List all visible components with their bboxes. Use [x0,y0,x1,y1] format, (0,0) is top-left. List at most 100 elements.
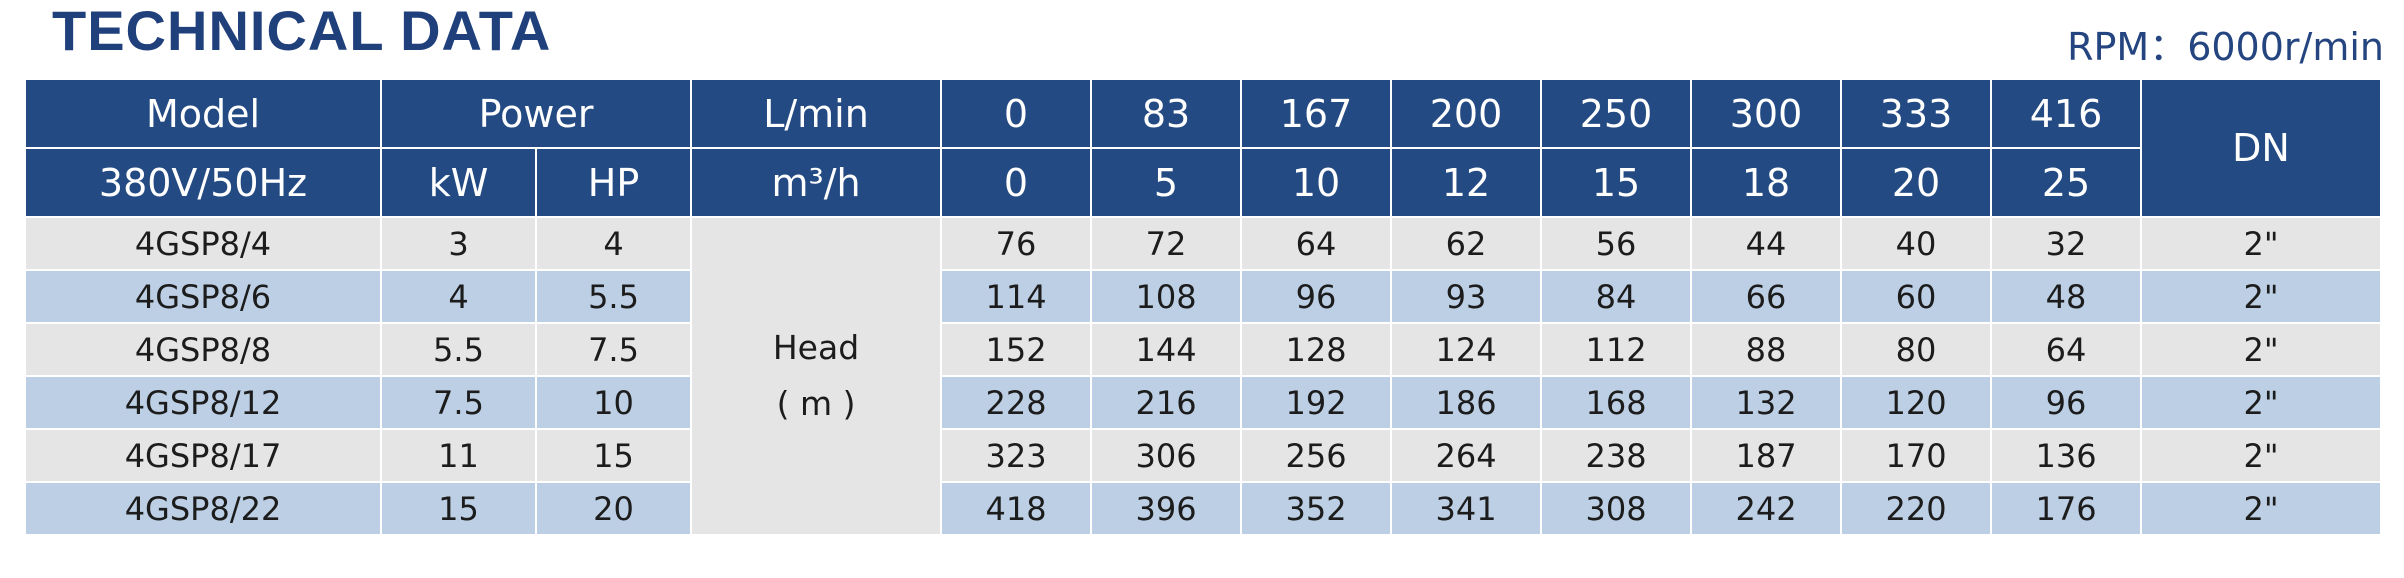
dn-cell: 2" [2140,428,2383,483]
header-flow-m3h: 0 [940,147,1093,218]
header-flow-m3h: 25 [1990,147,2143,218]
model-cell: 4GSP8/17 [24,428,382,483]
header-flow-lmin: 167 [1240,78,1393,149]
head-value-cell: 80 [1840,322,1993,377]
head-value-cell: 238 [1540,428,1693,483]
header-dn: DN [2140,78,2383,218]
hp-cell: 7.5 [534,322,693,377]
head-value-cell: 114 [940,269,1093,324]
hp-cell: 20 [534,481,693,536]
head-value-cell: 187 [1690,428,1843,483]
head-value-cell: 323 [940,428,1093,483]
kw-cell: 7.5 [380,375,537,430]
header-flow-lmin-unit: L/min [690,78,943,149]
head-value-cell: 144 [1090,322,1243,377]
table-row: 4GSP8/17 11 15 323 306 256 264 238 187 1… [24,428,2383,483]
header-kw: kW [380,147,537,218]
rpm-label: RPM：6000r/min [2067,25,2384,69]
header-flow-m3h: 18 [1690,147,1843,218]
head-value-cell: 216 [1090,375,1243,430]
header-power: Power [379,78,693,149]
hp-cell: 10 [534,375,693,430]
head-value-cell: 136 [1990,428,2143,483]
head-value-cell: 152 [940,322,1093,377]
head-value-cell: 76 [940,216,1093,271]
head-value-cell: 242 [1690,481,1843,536]
head-value-cell: 96 [1990,375,2143,430]
head-value-cell: 96 [1240,269,1393,324]
model-cell: 4GSP8/4 [24,216,382,271]
head-value-cell: 84 [1540,269,1693,324]
head-value-cell: 176 [1990,481,2143,536]
dn-cell: 2" [2140,375,2383,430]
header-flow-lmin: 333 [1840,78,1993,149]
header-flow-lmin: 200 [1390,78,1543,149]
head-value-cell: 62 [1390,216,1543,271]
kw-cell: 3 [380,216,537,271]
head-value-cell: 32 [1990,216,2143,271]
head-value-cell: 418 [940,481,1093,536]
head-value-cell: 308 [1540,481,1693,536]
header-flow-m3h-unit: m³/h [690,147,943,218]
table-row: 4GSP8/22 15 20 418 396 352 341 308 242 2… [24,481,2383,536]
kw-cell: 15 [380,481,537,536]
dn-cell: 2" [2140,269,2383,324]
header-row-2: 380V/50Hz kW HP m³/h 0 5 10 12 15 18 20 … [24,147,2381,218]
head-value-cell: 396 [1090,481,1243,536]
header-flow-lmin: 83 [1090,78,1243,149]
header-flow-m3h: 12 [1390,147,1543,218]
dn-cell: 2" [2140,481,2383,536]
head-value-cell: 56 [1540,216,1693,271]
head-value-cell: 186 [1390,375,1543,430]
head-value-cell: 352 [1240,481,1393,536]
head-value-cell: 60 [1840,269,1993,324]
head-value-cell: 88 [1690,322,1843,377]
head-value-cell: 66 [1690,269,1843,324]
dn-cell: 2" [2140,216,2383,271]
hp-cell: 15 [534,428,693,483]
kw-cell: 11 [380,428,537,483]
head-value-cell: 228 [940,375,1093,430]
dn-cell: 2" [2140,322,2383,377]
technical-data-table: Model Power L/min 0 83 167 200 250 300 3… [24,78,2383,536]
head-value-cell: 132 [1690,375,1843,430]
head-value-cell: 192 [1240,375,1393,430]
kw-cell: 5.5 [380,322,537,377]
head-value-cell: 108 [1090,269,1243,324]
head-value-cell: 48 [1990,269,2143,324]
model-cell: 4GSP8/8 [24,322,382,377]
head-value-cell: 306 [1090,428,1243,483]
head-value-cell: 112 [1540,322,1693,377]
head-value-cell: 256 [1240,428,1393,483]
head-unit: ( m ) [776,384,856,423]
header-row-1: Model Power L/min 0 83 167 200 250 300 3… [24,78,2383,218]
head-value-cell: 341 [1390,481,1543,536]
kw-cell: 4 [380,269,537,324]
table-row: 4GSP8/8 5.5 7.5 152 144 128 124 112 88 8… [24,322,2383,377]
header-hp: HP [534,147,693,218]
header-flow-m3h: 10 [1240,147,1393,218]
header-flow-lmin: 250 [1540,78,1693,149]
head-value-cell: 264 [1390,428,1543,483]
head-value-cell: 170 [1840,428,1993,483]
head-value-cell: 120 [1840,375,1993,430]
head-value-cell: 64 [1990,322,2143,377]
table-row: 4GSP8/12 7.5 10 228 216 192 186 168 132 … [24,375,2383,430]
header-model: Model [24,78,382,149]
page-title: TECHNICAL DATA [52,0,552,62]
header-flow-lmin: 300 [1690,78,1843,149]
head-label: Head [772,328,860,367]
head-value-cell: 220 [1840,481,1993,536]
header-flow-lmin: 416 [1990,78,2143,149]
head-value-cell: 40 [1840,216,1993,271]
table-row: 4GSP8/4 3 4 Head ( m ) 76 72 64 62 56 44… [24,216,2383,536]
table-row: 4GSP8/6 4 5.5 114 108 96 93 84 66 60 48 … [24,269,2383,324]
model-cell: 4GSP8/12 [24,375,382,430]
head-value-cell: 124 [1390,322,1543,377]
head-value-cell: 168 [1540,375,1693,430]
header-flow-m3h: 20 [1840,147,1993,218]
header-voltage: 380V/50Hz [24,147,382,218]
header-flow-lmin: 0 [940,78,1093,149]
model-cell: 4GSP8/22 [24,481,382,536]
head-value-cell: 64 [1240,216,1393,271]
